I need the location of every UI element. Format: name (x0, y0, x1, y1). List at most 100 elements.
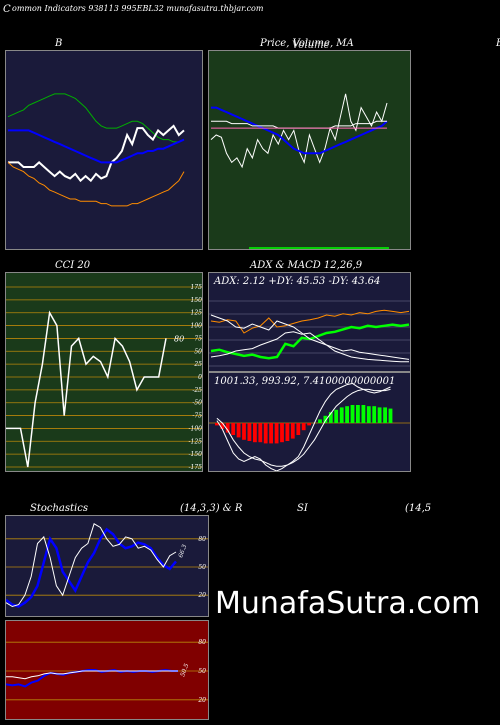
macd-histogram-bar (296, 423, 301, 435)
macd-line (216, 382, 391, 471)
macd-histogram-bar (231, 423, 236, 435)
adx-minus-di-line (210, 314, 410, 360)
macd-histogram-bar (225, 423, 230, 433)
macd-histogram-bar (280, 423, 284, 443)
macd-panel (208, 372, 411, 472)
macd-readout: 1001.33, 993.92, 7.4100000000001 (214, 376, 396, 387)
macd-histogram-bar (253, 423, 257, 443)
macd-histogram-bar (350, 405, 355, 423)
macd-histogram-bar (318, 419, 322, 423)
adx-panel (208, 272, 411, 372)
macd-histogram-bar (323, 415, 328, 423)
macd-histogram-bar (377, 407, 382, 423)
cci-tick-label: 125 (191, 310, 203, 317)
bollinger-price-line (8, 124, 185, 183)
macd-histogram-bar (334, 409, 339, 423)
cci-tick-label: -50 (192, 400, 202, 407)
cci-tick-label: -125 (189, 438, 203, 445)
bollinger-upper-line (7, 93, 185, 143)
edge-left-label: C (3, 4, 11, 15)
stochastics-title: Stochastics (30, 503, 88, 514)
macd-histogram-bar (263, 423, 268, 444)
macd-histogram-bar (328, 412, 333, 423)
cci-tick-label: 0 (198, 374, 202, 381)
cci-tick-label: 150 (191, 297, 203, 304)
macd-histogram-bar (242, 423, 246, 440)
macd-histogram-bar (258, 423, 263, 443)
cci-tick-label: -175 (189, 464, 203, 471)
cci-title: CCI 20 (55, 260, 91, 271)
macd-histogram-bar (215, 423, 219, 426)
cci-tick-label: -150 (189, 451, 203, 458)
price-volume-overlay: Volume (292, 40, 330, 51)
macd-histogram-bar (285, 423, 290, 441)
cci-tick-label: -75 (192, 413, 202, 420)
watermark: MunafaSutra.com (215, 586, 481, 621)
adx-title: ADX & MACD 12,26,9 (250, 260, 363, 271)
macd-histogram-bar (220, 423, 225, 429)
cci-value-label: 80 (174, 334, 184, 343)
rsi-tick-label: 20 (197, 697, 206, 704)
macd-histogram-bar (383, 407, 387, 423)
adx-chart (209, 300, 410, 367)
macd-histogram-bar (247, 423, 252, 441)
stochastics-tick-label: 50 (198, 564, 206, 571)
price-ma-blue-line (211, 106, 388, 155)
cci-line (6, 310, 167, 468)
stochastics-k-line (6, 523, 177, 608)
cci-tick-label: -25 (192, 387, 202, 394)
page-title: ommon Indicators 938113 995EBL32 munafas… (12, 4, 264, 13)
rsi-line (6, 668, 178, 688)
macd-histogram-bar (372, 406, 377, 423)
adx-readout: ADX: 2.12 +DY: 45.53 -DY: 43.64 (214, 276, 381, 287)
macd-histogram-bar (269, 423, 273, 444)
bollinger-middle-line (8, 129, 185, 164)
stochastics-value-label: 66.3 (177, 544, 188, 559)
rsi-title: SI (297, 503, 308, 514)
macd-histogram-bar (290, 423, 295, 439)
rsi-signal-line (6, 670, 178, 680)
bollinger-title: B (55, 38, 63, 49)
edge-right-label: B (496, 38, 500, 49)
macd-histogram-bar (361, 405, 366, 423)
stochastics-params: (14,3,3) & R (180, 503, 243, 514)
macd-histogram-bar (274, 423, 279, 444)
adx-extra-line (210, 331, 409, 363)
rsi-panel: 80 50 20 50.5 (5, 620, 209, 720)
cci-tick-label: 100 (191, 323, 203, 330)
bollinger-panel (5, 50, 203, 250)
cci-chart: 175 150 125 100 75 50 25 0 -25 -50 -75 -100 -125 -150… (6, 284, 203, 471)
cci-tick-label: 25 (193, 361, 202, 368)
rsi-tick-label: 50 (198, 668, 206, 675)
adx-plus-di-line (210, 309, 410, 334)
cci-panel: 175 150 125 100 75 50 25 0 -25 -50 -75 -100 -125 -150… (5, 272, 203, 472)
macd-histogram-bar (307, 423, 311, 426)
cci-tick-label: 50 (194, 348, 202, 355)
rsi-tick-label: 80 (198, 639, 206, 646)
price-title: Price, Volume, MA (260, 38, 354, 49)
macd-signal-line (216, 388, 391, 467)
stochastics-panel: 80 50 20 66.3 (5, 515, 209, 617)
stochastics-d-line (6, 527, 177, 608)
bollinger-lower-line (7, 162, 185, 207)
stochastics-chart: 80 50 20 66.3 (6, 523, 208, 608)
price-ma-white-line (211, 120, 387, 129)
rsi-value-label: 50.5 (179, 663, 190, 678)
macd-histogram-bar (301, 423, 306, 431)
cci-tick-label: 75 (194, 335, 202, 342)
price-close-line (210, 93, 388, 169)
bollinger-chart (7, 93, 185, 207)
stochastics-tick-label: 80 (198, 536, 206, 543)
macd-histogram-bar (345, 406, 349, 423)
macd-histogram-bar (339, 407, 344, 423)
macd-histogram-bar (236, 423, 241, 438)
price-chart (210, 93, 389, 249)
price-panel (208, 50, 411, 250)
cci-tick-label: 175 (191, 284, 203, 291)
macd-histogram-bar (356, 405, 360, 423)
macd-histogram-bar (366, 406, 371, 423)
macd-histogram-bar (388, 408, 393, 423)
cci-tick-label: -100 (189, 425, 203, 432)
rsi-chart: 80 50 20 50.5 (6, 639, 208, 704)
rsi-params: (14,5 (405, 503, 432, 514)
